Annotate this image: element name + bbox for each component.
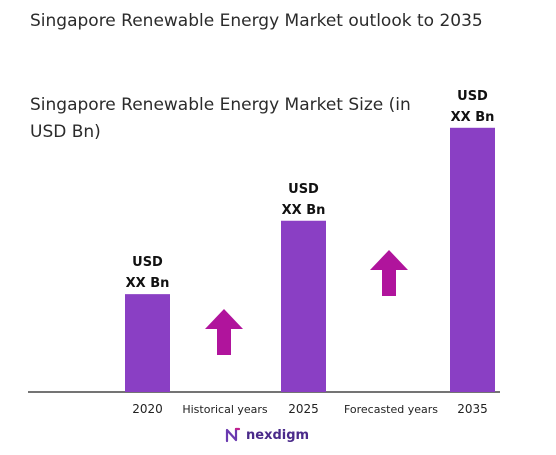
data-label-2025-value: XX Bn bbox=[282, 203, 326, 218]
data-label-2020-value: XX Bn bbox=[126, 276, 170, 291]
data-label-2020-unit: USD bbox=[132, 255, 163, 270]
bar-2020 bbox=[125, 294, 170, 392]
data-label-2035-unit: USD bbox=[457, 89, 488, 104]
period-label-forecasted: Forecasted years bbox=[344, 403, 438, 416]
chart-subtitle: Singapore Renewable Energy Market Size (… bbox=[30, 95, 411, 142]
data-label-2025-unit: USD bbox=[288, 182, 319, 197]
nexdigm-logo: nexdigm bbox=[224, 424, 309, 446]
growth-arrow-forecasted bbox=[370, 250, 408, 296]
bar-2035 bbox=[450, 127, 495, 393]
growth-arrow-historical bbox=[205, 309, 243, 355]
nexdigm-logo-icon bbox=[225, 427, 241, 443]
bar-2025 bbox=[281, 220, 326, 392]
period-label-historical: Historical years bbox=[182, 403, 268, 416]
data-label-2035-value: XX Bn bbox=[451, 110, 495, 125]
chart-title: Singapore Renewable Energy Market outloo… bbox=[30, 11, 483, 31]
tick-label-2025: 2025 bbox=[288, 402, 319, 416]
tick-label-2020: 2020 bbox=[132, 402, 163, 416]
tick-label-2035: 2035 bbox=[457, 402, 488, 416]
nexdigm-logo-text: nexdigm bbox=[246, 427, 310, 443]
